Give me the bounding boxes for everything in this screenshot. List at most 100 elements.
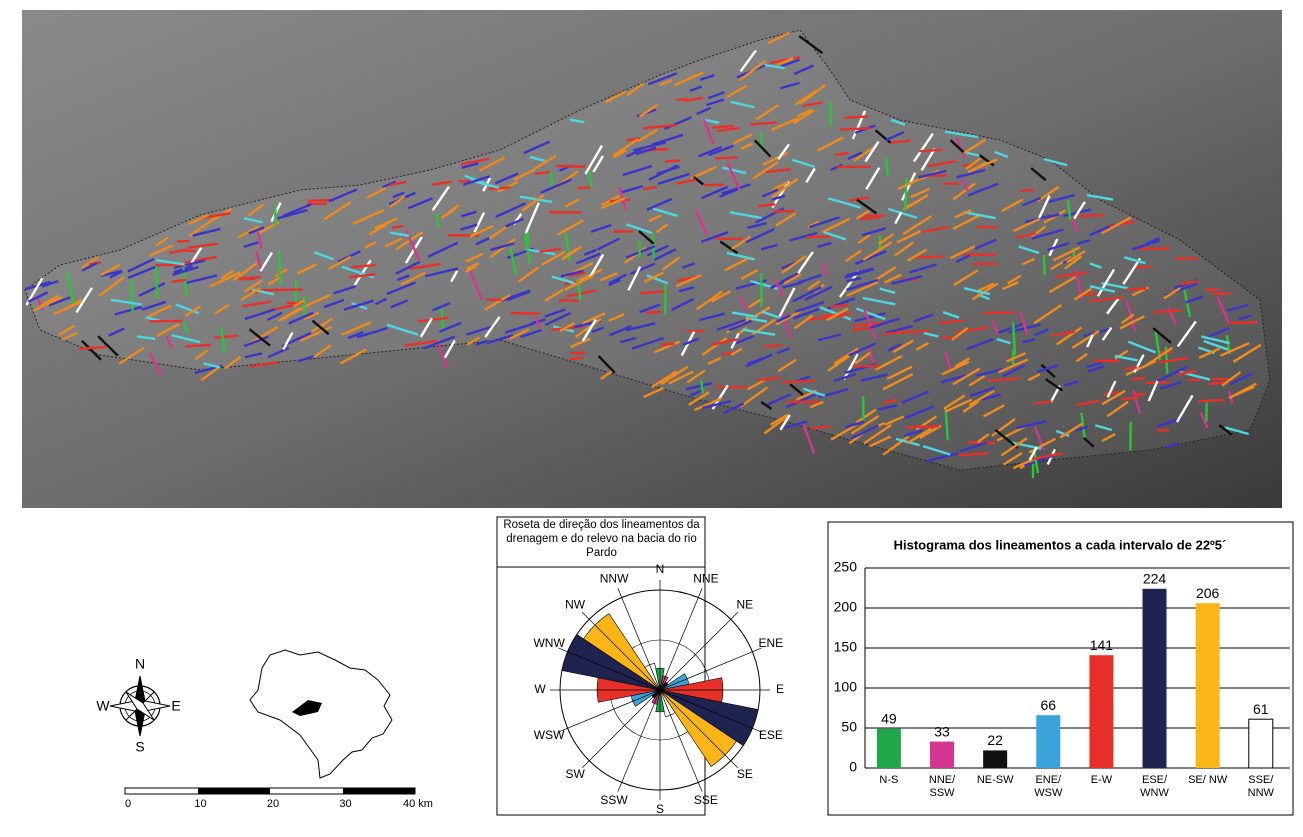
direction-spoke xyxy=(582,690,660,768)
scale-label: 0 xyxy=(125,798,131,810)
compass-east: E xyxy=(171,698,180,714)
lineament xyxy=(215,336,239,338)
lineament xyxy=(919,150,942,152)
scale-label: 20 xyxy=(267,798,279,810)
lineament xyxy=(783,381,814,382)
y-tick-label: 150 xyxy=(834,639,858,655)
bar xyxy=(1089,655,1113,768)
lineament xyxy=(865,215,885,216)
lineament xyxy=(1044,255,1045,275)
x-tick-label: ESE/ WNW xyxy=(1135,774,1175,800)
direction-label: WNW xyxy=(533,636,565,650)
direction-label: NW xyxy=(565,597,586,611)
scale-bar xyxy=(125,788,415,794)
lineament xyxy=(704,185,723,186)
scale-label: 30 xyxy=(339,798,351,810)
value-label: 224 xyxy=(1143,571,1167,587)
bar xyxy=(983,750,1007,768)
lineament xyxy=(296,280,297,303)
histogram: 0501001502002504933226614122420661 xyxy=(834,559,1290,775)
lineament xyxy=(665,160,680,161)
lineament xyxy=(661,344,675,345)
scale-label: 10 xyxy=(194,798,206,810)
value-label: 66 xyxy=(1040,697,1056,713)
lineament xyxy=(1188,380,1201,381)
page: {"map": {"compass": {"north": "N", "sout… xyxy=(0,0,1303,837)
lineament xyxy=(968,442,996,443)
lineament xyxy=(577,187,590,188)
value-label: 49 xyxy=(881,711,897,727)
lineament xyxy=(243,277,261,278)
lineament xyxy=(559,300,579,301)
bar xyxy=(1249,719,1273,768)
direction-label: N xyxy=(656,562,665,576)
bar xyxy=(930,742,954,768)
lineament xyxy=(917,256,944,257)
direction-label: W xyxy=(534,682,546,696)
lineament xyxy=(773,211,794,212)
direction-label: NNE xyxy=(693,571,718,585)
value-label: 33 xyxy=(934,723,950,739)
y-tick-label: 0 xyxy=(849,759,857,775)
x-tick-label: N-S xyxy=(869,774,909,787)
lineament xyxy=(715,157,737,158)
bar xyxy=(1143,589,1167,768)
direction-spoke xyxy=(660,612,738,690)
lineament xyxy=(131,280,132,313)
figure: N S E W 010203040 km NNNENEENEEESESESSES… xyxy=(0,0,1303,837)
lineament xyxy=(830,101,831,126)
lineament xyxy=(185,345,211,347)
value-label: 61 xyxy=(1253,701,1269,717)
lineament xyxy=(906,426,939,427)
direction-label: SE xyxy=(737,767,753,781)
lineament xyxy=(845,116,868,117)
direction-label: SSW xyxy=(600,793,628,807)
state-outline xyxy=(250,650,392,778)
lineament xyxy=(905,178,906,210)
lineament xyxy=(853,366,878,367)
x-tick-label: SE/ NW xyxy=(1188,774,1228,787)
lineament xyxy=(1198,400,1224,401)
lineament xyxy=(712,126,734,128)
histogram-title: Histograma dos lineamentos a cada interv… xyxy=(894,537,1227,552)
value-label: 22 xyxy=(987,732,1003,748)
direction-spoke xyxy=(660,588,702,690)
lineament xyxy=(1133,394,1145,395)
x-tick-label: E-W xyxy=(1081,774,1121,787)
bar xyxy=(877,729,901,768)
value-label: 141 xyxy=(1090,637,1114,653)
x-tick-label: NE-SW xyxy=(975,774,1015,787)
x-tick-label: NNE/ SSW xyxy=(922,774,962,800)
lineament xyxy=(1124,368,1137,369)
direction-label: SW xyxy=(565,767,585,781)
lineament xyxy=(1206,289,1219,290)
y-tick-label: 200 xyxy=(834,599,858,615)
lineament xyxy=(806,236,831,237)
direction-label: NE xyxy=(737,597,754,611)
lineament xyxy=(646,312,662,313)
bar xyxy=(1036,715,1060,768)
histogram-frame xyxy=(828,522,1293,815)
compass-west: W xyxy=(96,698,110,714)
y-tick-label: 250 xyxy=(834,559,858,575)
direction-label: ENE xyxy=(759,636,784,650)
lineament xyxy=(764,345,782,346)
direction-label: S xyxy=(656,802,664,816)
value-label: 206 xyxy=(1196,585,1220,601)
x-tick-label: SSE/ NNW xyxy=(1241,774,1281,800)
rose-diagram: NNNENEENEEESESESSESSSWSWWSWWWNWNWNNW xyxy=(533,562,784,816)
lineament xyxy=(1074,215,1104,216)
bar xyxy=(1196,603,1220,768)
direction-label: NNW xyxy=(600,571,629,585)
lineament xyxy=(556,166,585,167)
lineament xyxy=(1228,322,1258,323)
y-tick-label: 50 xyxy=(841,719,857,735)
compass-north: N xyxy=(135,656,145,672)
scale-label: 40 km xyxy=(403,798,433,810)
direction-label: SSE xyxy=(694,793,718,807)
lineament xyxy=(535,172,550,174)
lineament xyxy=(1021,190,1034,192)
compass-rose xyxy=(110,676,170,736)
lineament xyxy=(1153,311,1181,312)
lineament xyxy=(665,284,666,315)
